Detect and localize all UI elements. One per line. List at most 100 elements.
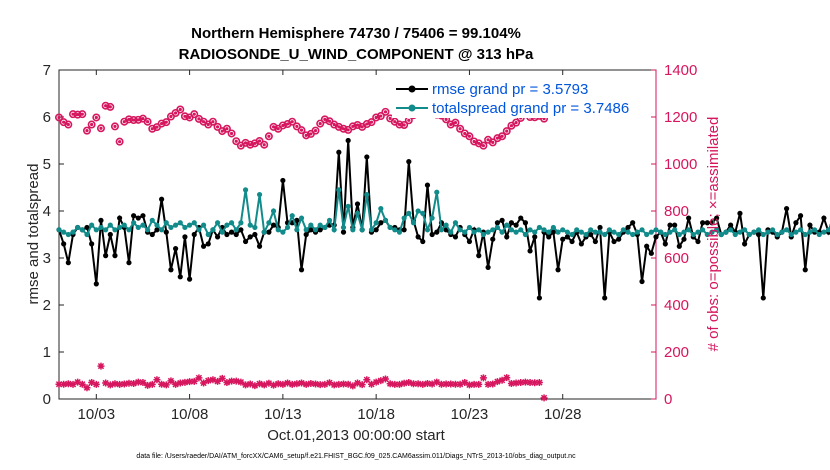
series-point	[616, 231, 622, 238]
series-point	[527, 227, 533, 233]
series-point	[452, 234, 459, 240]
series-point	[378, 206, 384, 212]
assimilated-marker	[256, 380, 264, 388]
assimilated-marker	[181, 378, 189, 386]
chart-subtitle: RADIOSONDE_U_WIND_COMPONENT @ 313 hPa	[179, 46, 534, 63]
assimilated-marker	[349, 382, 357, 390]
series-point	[112, 227, 118, 233]
possible-marker	[292, 122, 301, 131]
possible-marker-core	[407, 118, 411, 122]
assimilated-marker	[470, 380, 478, 388]
assimilated-marker	[200, 379, 208, 387]
series-point	[644, 243, 650, 249]
series-point	[214, 234, 221, 240]
possible-marker-core	[486, 138, 490, 142]
series-point	[210, 227, 216, 233]
series-point	[457, 227, 463, 233]
series-point	[70, 229, 76, 235]
possible-marker-core	[379, 114, 383, 118]
possible-marker-core	[113, 124, 117, 128]
series-point	[471, 229, 477, 235]
possible-marker-core	[234, 139, 238, 143]
assimilated-marker	[55, 380, 63, 388]
assimilated-marker	[354, 379, 361, 387]
series-point	[639, 227, 645, 233]
possible-marker-core	[164, 120, 168, 124]
possible-marker	[255, 136, 264, 145]
assimilated-marker	[111, 380, 119, 388]
y-tick-right-label: 0	[664, 391, 672, 408]
series-point	[709, 229, 715, 235]
assimilated-marker	[69, 380, 77, 388]
possible-marker	[180, 112, 189, 121]
possible-marker	[64, 120, 73, 129]
possible-marker-core	[253, 141, 257, 145]
series-point	[653, 234, 659, 240]
y-tick-right-label: 400	[664, 297, 689, 314]
series-point	[616, 236, 622, 242]
series-point	[504, 234, 510, 240]
series-point	[466, 238, 473, 245]
series-point	[658, 229, 664, 235]
possible-marker-core	[178, 107, 182, 112]
assimilated-marker	[242, 381, 250, 389]
possible-marker	[278, 121, 287, 130]
assimilated-marker	[312, 380, 320, 388]
series-point	[284, 224, 291, 231]
series-point	[224, 231, 230, 238]
assimilated-marker	[489, 380, 497, 388]
series-point	[662, 241, 668, 247]
series-point	[65, 260, 71, 266]
series-point	[569, 238, 575, 245]
possible-marker	[348, 122, 357, 131]
possible-marker-core	[467, 134, 472, 138]
series-point	[84, 224, 90, 231]
series-point	[354, 210, 361, 216]
assimilated-marker	[88, 379, 96, 387]
series-point	[149, 217, 155, 223]
possible-marker	[115, 137, 124, 146]
assimilated-marker	[60, 380, 68, 388]
series-point	[298, 267, 305, 273]
series-point	[415, 208, 421, 214]
assimilated-marker	[447, 380, 455, 388]
possible-marker	[367, 118, 376, 127]
series-point	[89, 222, 95, 228]
series-point	[672, 227, 678, 233]
possible-marker	[372, 113, 381, 122]
series-point	[392, 227, 398, 233]
assimilated-marker	[526, 379, 534, 387]
possible-marker-core	[514, 121, 518, 125]
possible-marker	[334, 122, 343, 131]
possible-marker	[246, 140, 255, 149]
series-point	[247, 222, 253, 228]
series-point	[350, 227, 356, 233]
assimilated-marker	[493, 378, 501, 386]
series-point	[429, 215, 435, 221]
series-point	[630, 231, 636, 238]
series-point	[676, 243, 682, 249]
assimilated-marker	[153, 376, 161, 384]
assimilated-marker	[102, 379, 110, 387]
series-point	[368, 227, 375, 233]
series-point	[322, 224, 328, 231]
possible-marker-core	[215, 125, 220, 129]
possible-marker	[400, 120, 409, 129]
assimilated-marker	[251, 382, 259, 390]
assimilated-marker	[363, 376, 371, 384]
series-point	[182, 234, 188, 240]
series-point	[695, 238, 701, 245]
series-point	[499, 229, 505, 235]
possible-marker-core	[509, 124, 514, 128]
assimilated-marker	[298, 379, 306, 387]
y-tick-left-label: 2	[43, 297, 51, 314]
series-point	[788, 231, 794, 238]
series-point	[560, 236, 566, 242]
assimilated-marker	[125, 379, 133, 387]
series-point	[359, 227, 365, 233]
series-point	[756, 231, 762, 238]
series-point	[662, 231, 668, 238]
series-point	[821, 229, 827, 235]
possible-marker-core	[80, 112, 84, 116]
